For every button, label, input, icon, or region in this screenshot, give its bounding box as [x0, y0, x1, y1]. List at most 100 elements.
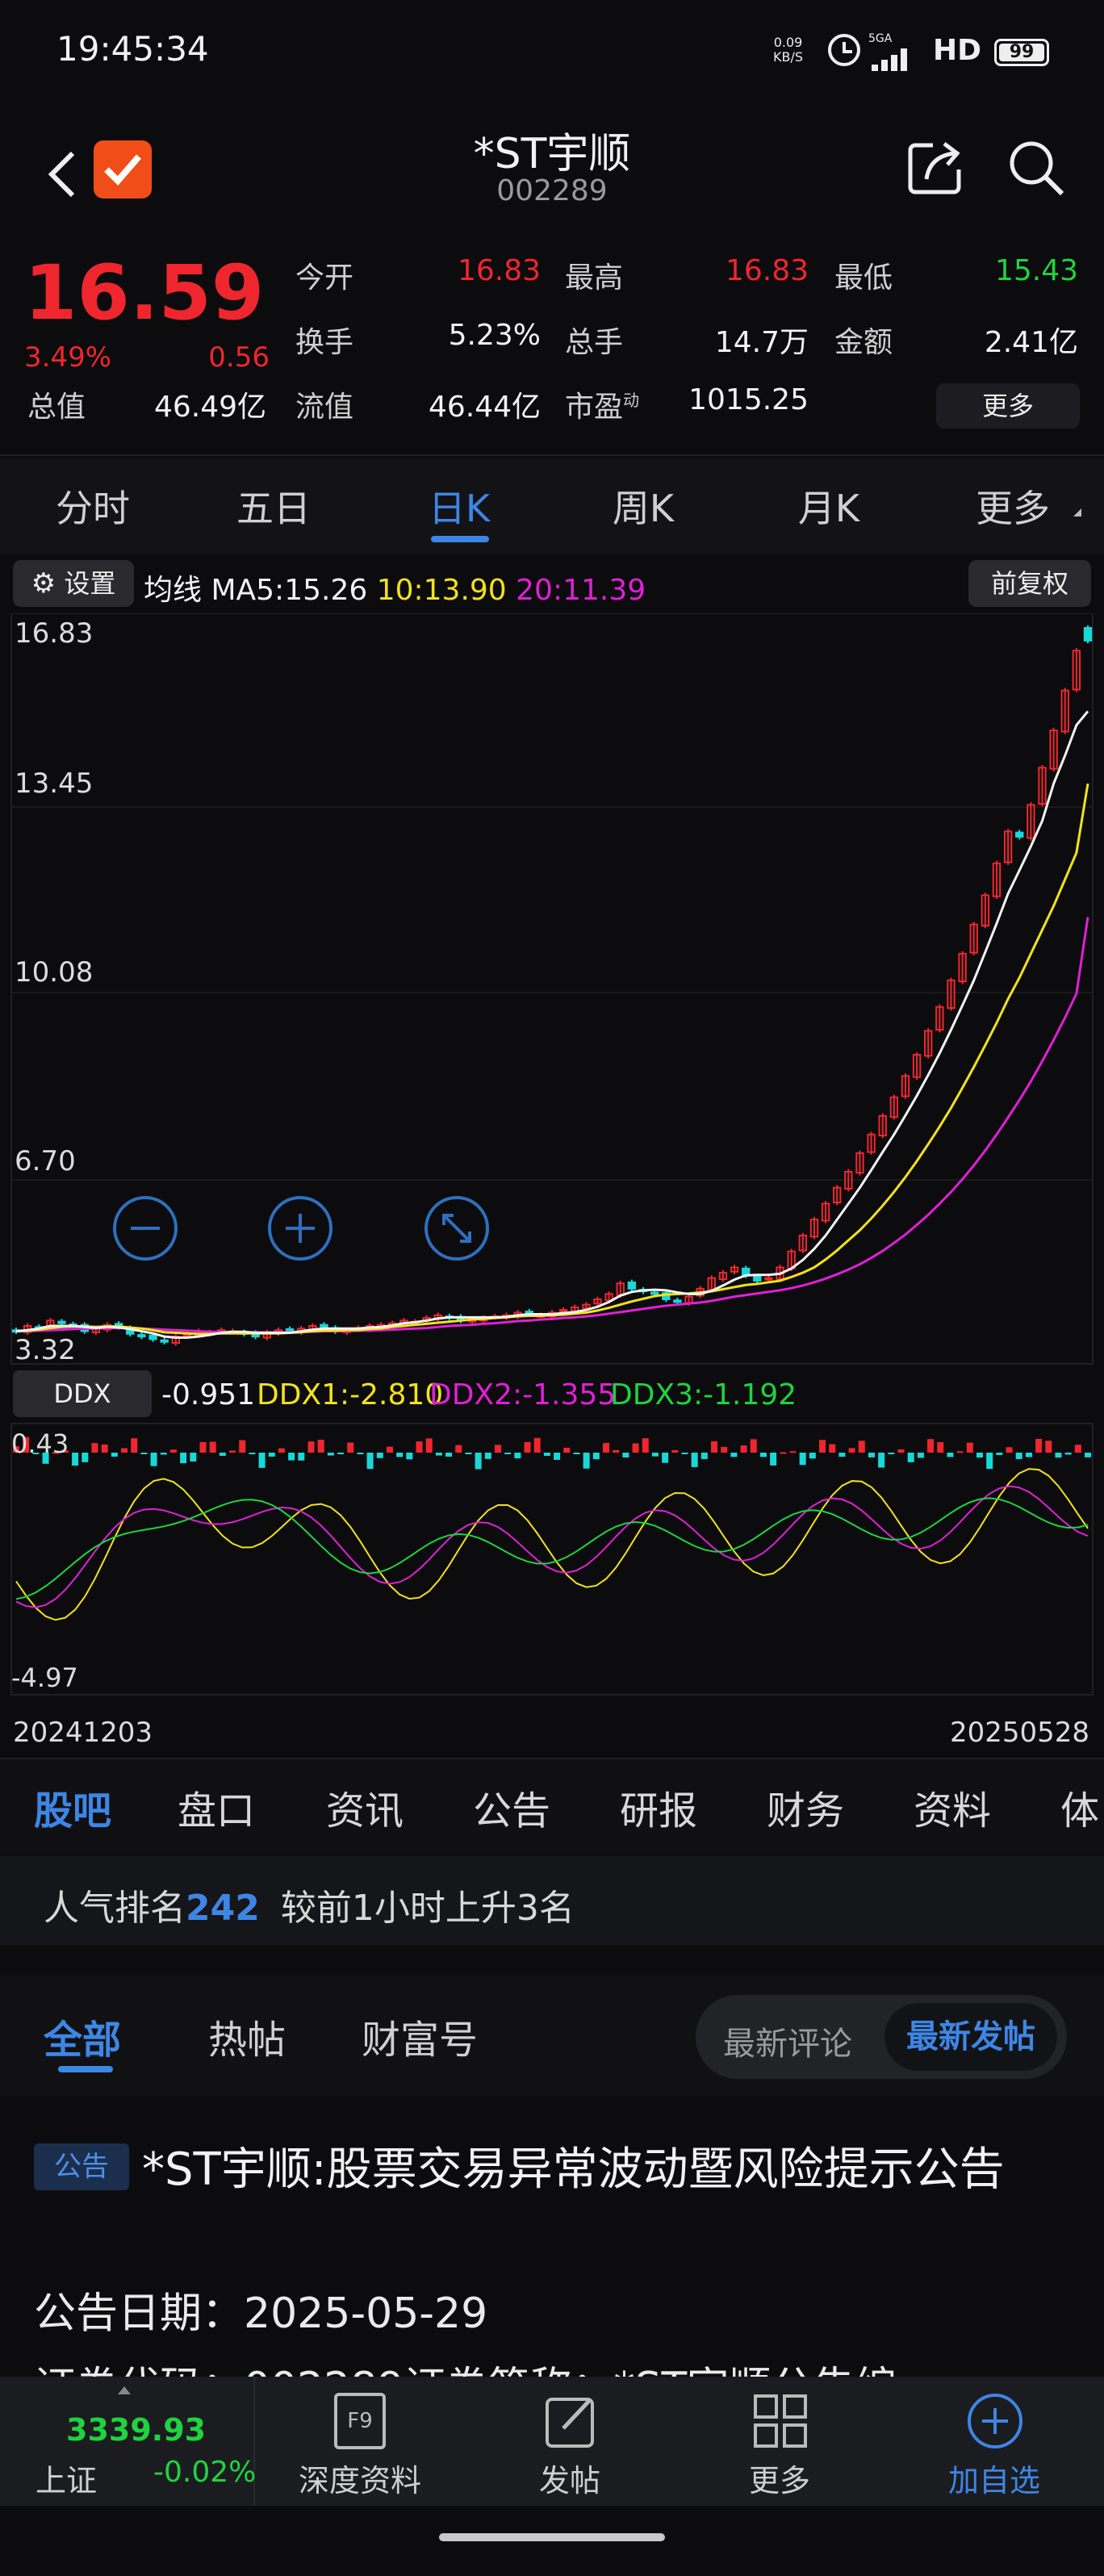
tab-five-day[interactable]: 五日 [236, 487, 311, 530]
candle [798, 1234, 808, 1252]
sub-tab-indicator [58, 2066, 113, 2072]
ddx-tick-bottom: -4.97 [11, 1662, 78, 1693]
sort-toggle: 最新评论 最新发帖 [696, 1995, 1067, 2079]
tab-caifuhao[interactable]: 财富号 [362, 2018, 479, 2063]
new-post-button[interactable]: 发帖 [465, 2377, 675, 2506]
candle [1072, 650, 1081, 691]
candle [718, 1272, 728, 1280]
ddx-bar [1006, 1447, 1013, 1453]
ddx-bar [563, 1447, 571, 1453]
ddx-bar [700, 1453, 708, 1459]
ma10-line [15, 783, 1089, 1336]
post-excerpt: 证券代码：002289证券简称：*ST宇顺公告编 [34, 2353, 897, 2379]
status-bar: 19:45:34 0.09 KB/S 5GA HD 99 [0, 0, 1104, 105]
home-indicator[interactable] [439, 2533, 665, 2541]
tab-monthly-k[interactable]: 月K [797, 487, 860, 530]
zoom-in-button[interactable] [268, 1196, 332, 1261]
x-end-date: 20250528 [950, 1717, 1089, 1749]
candle [730, 1266, 739, 1273]
ddx-bar [268, 1453, 275, 1457]
post-item[interactable]: 公告 *ST宇顺:股票交易异常波动暨风险提示公告 公告日期：2025-05-29… [0, 2097, 1104, 2379]
zoom-out-button[interactable] [113, 1196, 178, 1261]
ddx-bar [209, 1441, 216, 1453]
ddx-bar [789, 1451, 797, 1453]
tab-research[interactable]: 研报 [620, 1788, 698, 1834]
turnover-value: 5.23% [448, 319, 541, 352]
ddx-bar [622, 1453, 629, 1457]
candle [867, 1133, 876, 1153]
open-label: 今开 [295, 261, 354, 295]
tab-news[interactable]: 资讯 [326, 1788, 404, 1834]
candle [148, 1334, 157, 1340]
tab-pankou[interactable]: 盘口 [178, 1788, 256, 1834]
post-date-line: 公告日期：2025-05-29 [34, 2290, 488, 2338]
index-change: -0.02% [153, 2456, 257, 2489]
chart-settings-button[interactable]: ⚙ 设置 [13, 560, 134, 607]
ddx-bar [199, 1441, 207, 1453]
ddx-bar [504, 1453, 512, 1454]
tab-overflow[interactable]: 体 [1060, 1788, 1100, 1834]
share-icon[interactable] [904, 137, 965, 199]
index-ticker[interactable]: 3339.93 上证 -0.02% [0, 2377, 257, 2506]
ddx-bar [465, 1453, 472, 1454]
candle [878, 1114, 887, 1137]
candle [1027, 804, 1035, 839]
tab-finance[interactable]: 财务 [767, 1788, 845, 1834]
ddx-bar [82, 1453, 89, 1462]
adjust-button[interactable]: 前复权 [968, 560, 1091, 607]
ddx-tick-top: 0.43 [11, 1428, 69, 1459]
ddx-bar [1064, 1453, 1072, 1455]
network-type: 5GA [868, 32, 893, 45]
candle [1003, 830, 1013, 864]
tab-weekly-k[interactable]: 周K [612, 487, 675, 530]
tab-guba[interactable]: 股吧 [34, 1788, 112, 1834]
ddx-bar [317, 1439, 324, 1453]
ddx-bar [651, 1453, 659, 1457]
more-button[interactable]: 更多 [675, 2377, 884, 2506]
ddx-bar [445, 1453, 453, 1457]
sort-latest-post[interactable]: 最新发帖 [884, 2003, 1057, 2071]
ddx-bar [1025, 1453, 1032, 1457]
ddx-indicator-button[interactable] [13, 1370, 152, 1417]
self-select-check-icon[interactable] [94, 140, 152, 199]
tab-daily-k[interactable]: 日K [428, 487, 491, 530]
tab-intraday[interactable]: 分时 [56, 487, 130, 530]
sort-latest-comment[interactable]: 最新评论 [723, 2026, 852, 2063]
candle [285, 1328, 295, 1332]
tab-hot[interactable]: 热帖 [208, 2018, 286, 2063]
ddx-bar [1015, 1453, 1022, 1459]
search-icon[interactable] [1006, 137, 1067, 199]
tab-all[interactable]: 全部 [44, 2018, 122, 2063]
post-title[interactable]: *ST宇顺:股票交易异常波动暨风险提示公告 [142, 2143, 1005, 2196]
index-value: 3339.93 [66, 2412, 207, 2448]
candle [924, 1030, 933, 1057]
tab-profile[interactable]: 资料 [914, 1788, 992, 1834]
ddx-bar [150, 1453, 157, 1466]
candle [582, 1303, 591, 1310]
ddx-bar [101, 1444, 108, 1453]
ddx-bar [711, 1441, 718, 1453]
ddx3-line [15, 1497, 1089, 1600]
ddx-bar [583, 1453, 590, 1469]
candle [935, 1006, 944, 1031]
ddx-bar [425, 1438, 433, 1453]
more-quote-button[interactable]: 更多 [936, 383, 1080, 429]
tab-announcements[interactable]: 公告 [473, 1788, 551, 1834]
ddx-bar [848, 1448, 855, 1453]
fullscreen-button[interactable] [424, 1196, 489, 1261]
clock: 19:45:34 [56, 29, 209, 69]
tab-more[interactable]: 更多 [976, 487, 1050, 530]
add-watchlist-button[interactable]: 加自选 [884, 2377, 1104, 2506]
ddx-bar [632, 1443, 639, 1453]
candle [844, 1170, 853, 1190]
popularity-rank[interactable]: 人气排名242 较前1小时上升3名 [0, 1856, 1104, 1945]
alarm-icon [828, 34, 860, 66]
candle [981, 894, 990, 926]
ddx-bar [759, 1453, 767, 1457]
rank-value: 242 [186, 1888, 260, 1929]
back-button[interactable] [40, 142, 89, 207]
ddx-bar [190, 1453, 197, 1462]
deep-data-button[interactable]: F9 深度资料 [255, 2377, 465, 2506]
kline-chart[interactable]: 16.83 13.45 10.08 6.70 3.32 DDX -0.951 D… [0, 613, 1104, 1758]
ddx-bar [288, 1453, 295, 1461]
